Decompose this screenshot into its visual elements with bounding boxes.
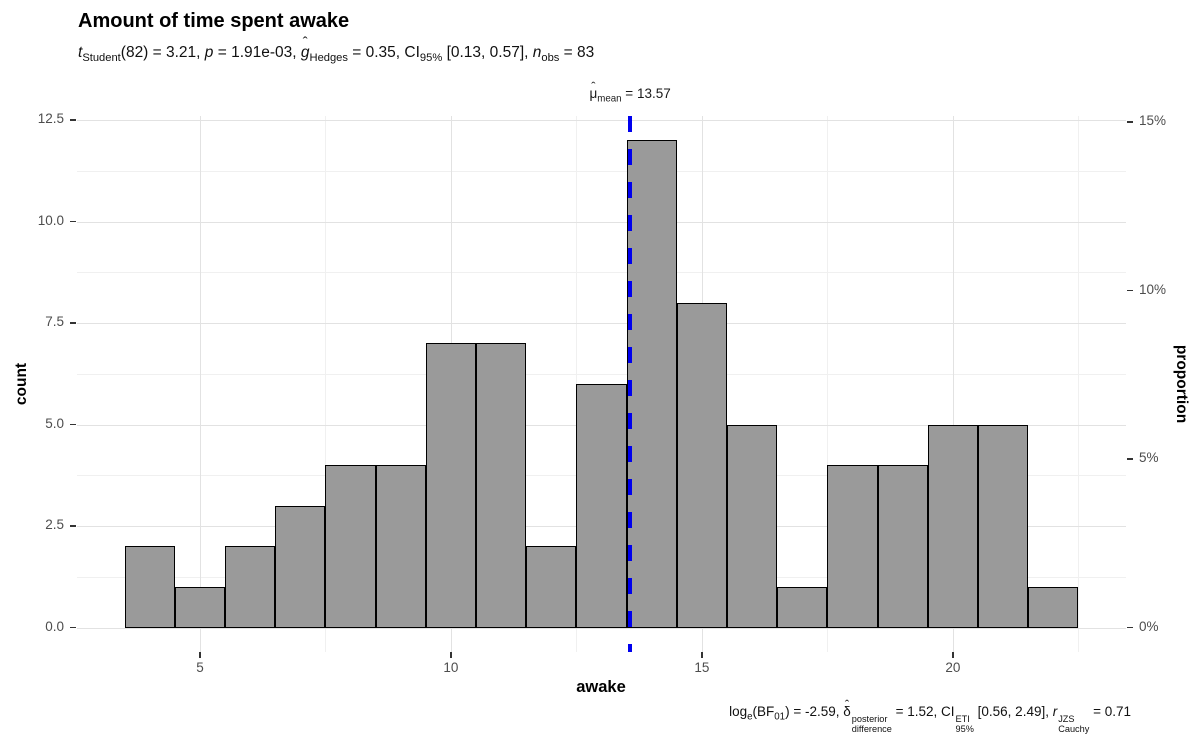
- y-right-tick-label: 5%: [1139, 450, 1159, 466]
- histogram-bar: [124, 546, 175, 628]
- x-axis-tick: [199, 652, 201, 658]
- y-axis-right-tick: [1127, 289, 1133, 292]
- y-axis-right-title: proportion: [1173, 344, 1190, 424]
- y-axis-right-tick: [1127, 121, 1133, 123]
- histogram-bar: [676, 302, 727, 628]
- y-axis-left-tick: [70, 119, 76, 121]
- y-axis-left-tick: [70, 423, 76, 426]
- gridline-horizontal-major: [77, 323, 1126, 325]
- histogram-bar: [375, 465, 426, 628]
- histogram-bar: [626, 140, 677, 628]
- y-axis-left-title: count: [13, 362, 30, 406]
- gridline-vertical-minor: [827, 116, 829, 652]
- gridline-horizontal-minor: [77, 272, 1126, 274]
- histogram-bar: [425, 343, 477, 628]
- y-axis-right-tick: [1127, 626, 1133, 629]
- x-axis-tick: [952, 652, 954, 658]
- y-right-tick-label: 15%: [1139, 113, 1167, 129]
- histogram-bar: [726, 424, 778, 628]
- histogram-bar: [877, 465, 928, 628]
- histogram-bar: [576, 384, 627, 628]
- y-left-tick-label: 12.5: [37, 111, 64, 127]
- plot-panel: [77, 116, 1126, 652]
- histogram-bar: [325, 465, 376, 628]
- y-axis-left-tick: [70, 626, 76, 629]
- x-axis-title: awake: [576, 678, 626, 696]
- gridline-vertical-major: [952, 116, 954, 652]
- x-tick-label: 20: [945, 660, 961, 675]
- gridline-horizontal-major: [77, 221, 1126, 223]
- gridline-horizontal-major: [77, 627, 1126, 629]
- gridline-vertical-minor: [1078, 116, 1080, 652]
- gridline-horizontal-major: [77, 120, 1126, 122]
- histogram-bar: [225, 546, 276, 628]
- y-axis-left-tick: [70, 220, 76, 223]
- histogram-bar: [977, 424, 1029, 628]
- y-left-tick-label: 5.0: [45, 415, 64, 431]
- histogram-bar: [1028, 587, 1079, 628]
- mean-reference-line: [628, 116, 633, 652]
- histogram-bar: [827, 465, 878, 628]
- x-axis-tick: [701, 652, 703, 658]
- y-axis-right-tick: [1127, 458, 1133, 460]
- histogram-bar: [275, 505, 326, 628]
- gridline-vertical-major: [199, 116, 201, 652]
- plot-subtitle-statistics: tStudent(82) = 3.21, p = 1.91e-03, gHedg…: [78, 42, 594, 64]
- histogram-bar: [927, 424, 978, 628]
- x-tick-label: 15: [694, 660, 710, 675]
- histogram-bar: [526, 546, 577, 628]
- x-tick-label: 5: [196, 660, 204, 675]
- gridline-horizontal-minor: [77, 373, 1126, 375]
- plot-title: Amount of time spent awake: [78, 10, 350, 32]
- histogram-bar: [476, 343, 527, 628]
- y-left-tick-label: 10.0: [37, 212, 64, 228]
- y-left-tick-label: 0.0: [45, 618, 64, 634]
- x-tick-label: 10: [443, 660, 459, 675]
- histogram-bar: [174, 587, 226, 628]
- gridline-vertical-minor: [325, 116, 327, 652]
- y-axis-left-tick: [70, 322, 76, 324]
- y-right-tick-label: 0%: [1139, 618, 1159, 634]
- sup-sub-stack: posterior difference: [851, 713, 892, 734]
- x-axis-tick: [450, 652, 452, 658]
- sup-sub-stack: ETI 95%: [955, 713, 974, 734]
- y-left-tick-label: 2.5: [45, 517, 64, 533]
- mean-annotation-label: μmean = 13.57: [589, 86, 670, 104]
- y-right-tick-label: 10%: [1139, 281, 1167, 297]
- plot-caption-bayes-statistics: loge(BF01) = -2.59, δposteriordifference…: [729, 703, 1131, 734]
- y-axis-left-tick: [70, 525, 76, 527]
- y-left-tick-label: 7.5: [45, 314, 64, 330]
- sup-sub-stack: JZS Cauchy: [1058, 713, 1090, 734]
- gridline-horizontal-minor: [77, 170, 1126, 172]
- histogram-bar: [777, 587, 828, 628]
